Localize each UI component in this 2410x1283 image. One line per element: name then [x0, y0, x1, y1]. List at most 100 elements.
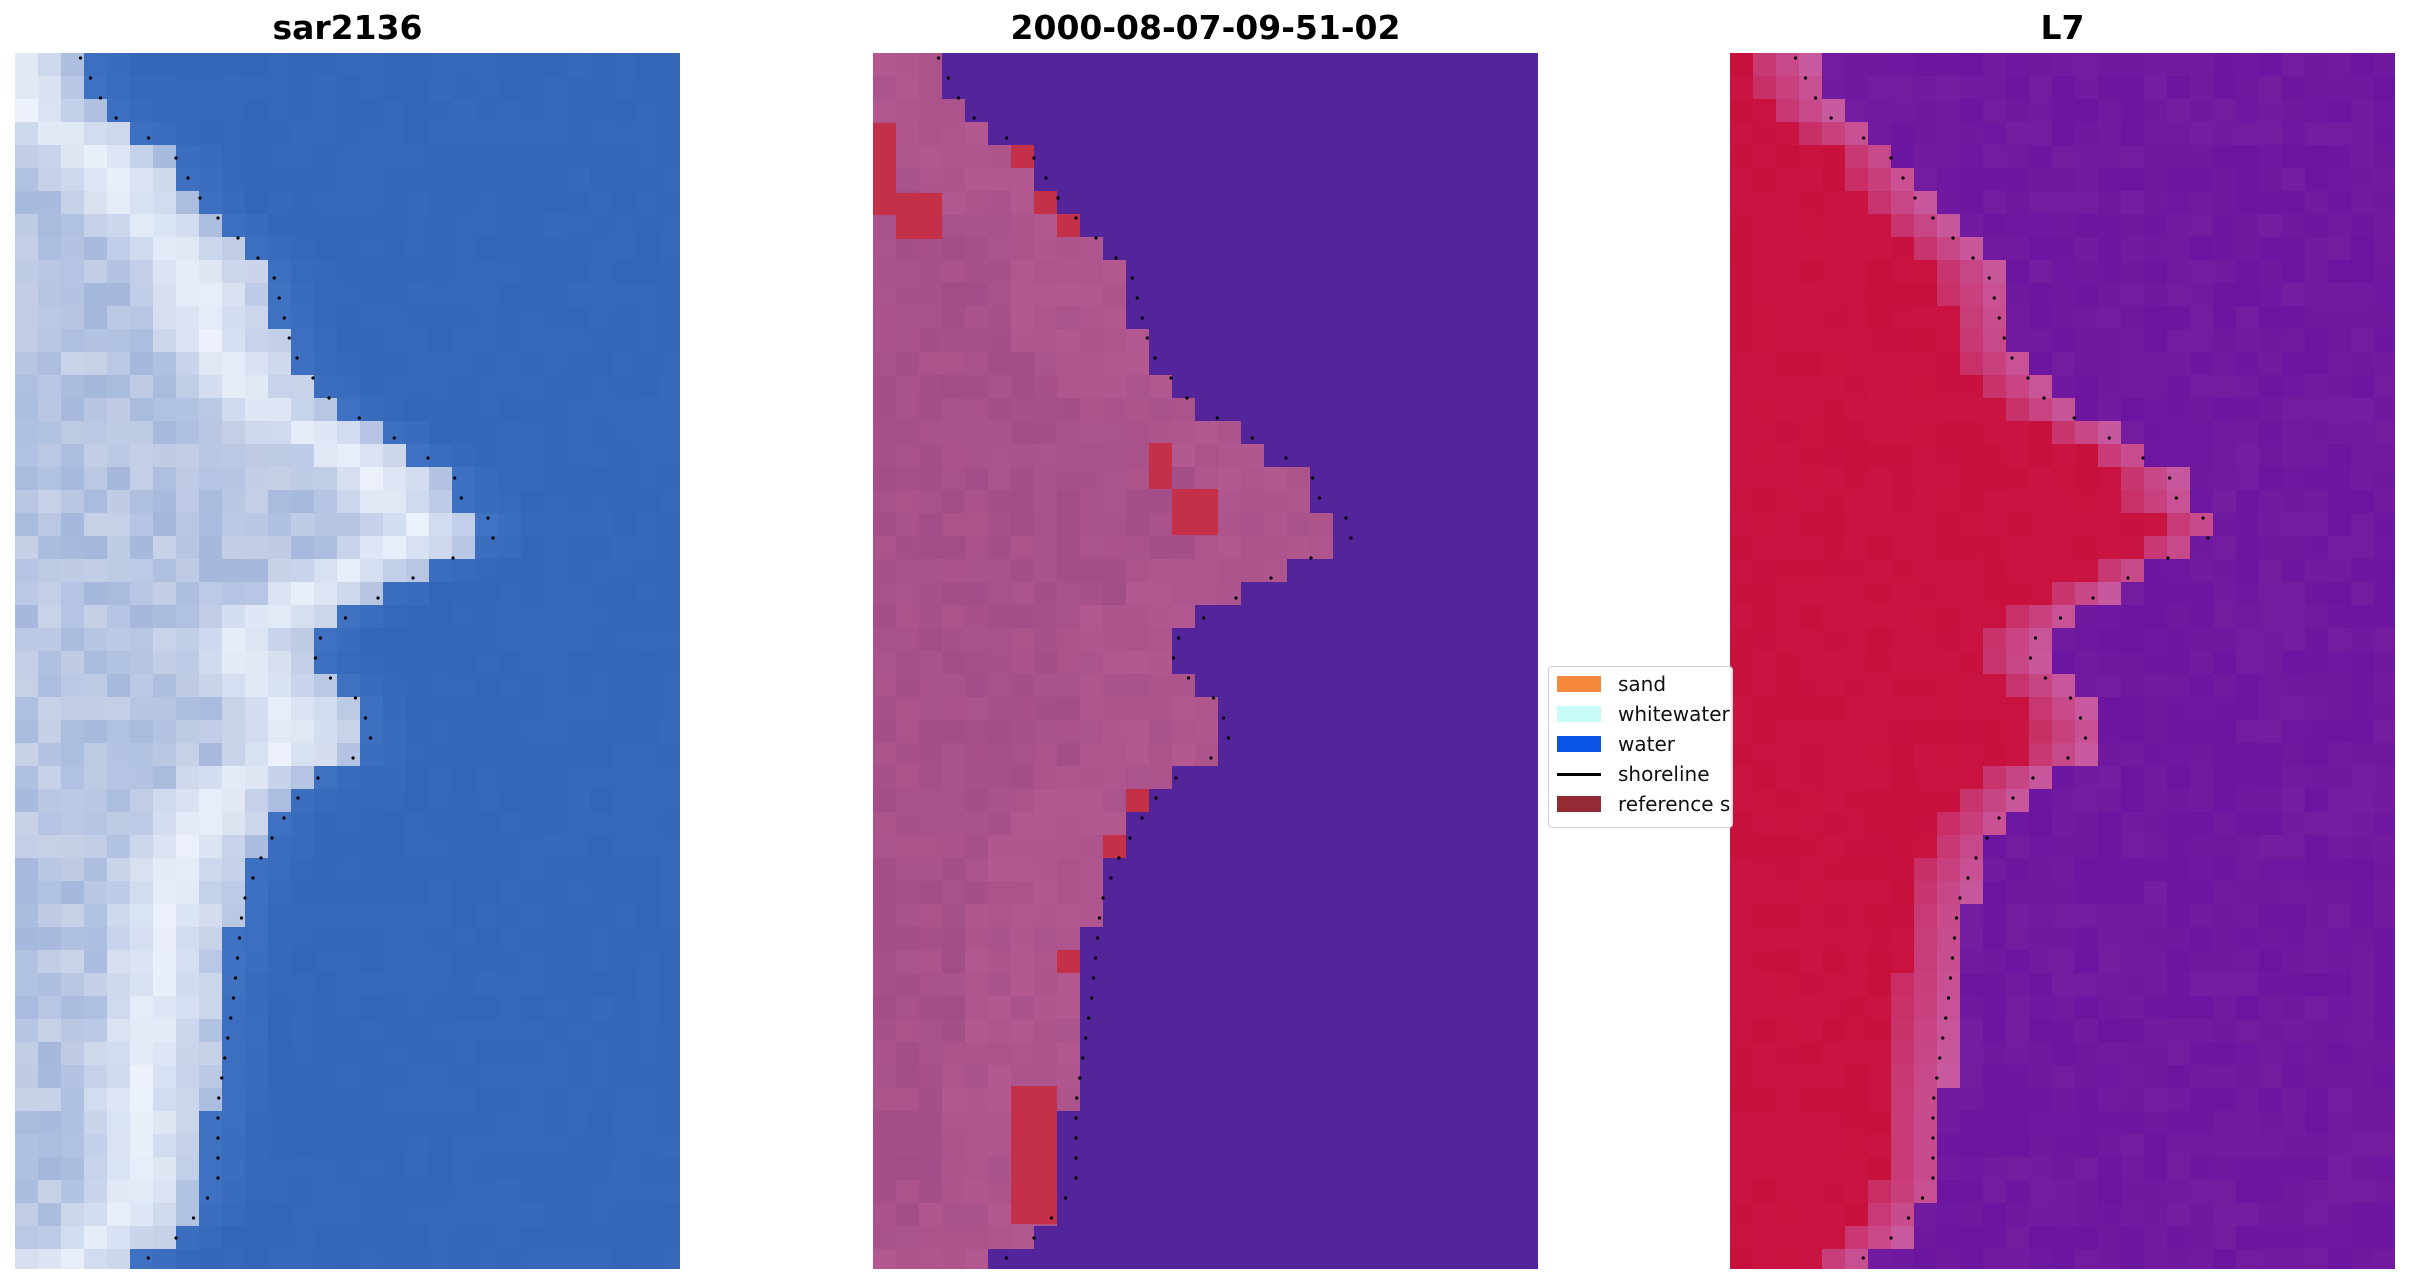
class-pixel [1080, 398, 1103, 421]
index-pixel [1753, 329, 1776, 352]
index-pixel [1730, 490, 1753, 513]
image-pixel [38, 950, 61, 973]
class-pixel [873, 582, 896, 605]
shoreline-point [1063, 1196, 1068, 1200]
index-pixel [1937, 812, 1960, 835]
image-pixel [383, 168, 406, 191]
index-pixel [2098, 1065, 2121, 1088]
class-pixel [1011, 53, 1034, 76]
image-pixel [291, 743, 314, 766]
image-pixel [406, 536, 429, 559]
image-pixel [153, 605, 176, 628]
image-pixel [84, 927, 107, 950]
class-pixel [1425, 53, 1448, 76]
image-pixel [61, 168, 84, 191]
image-pixel [498, 375, 521, 398]
index-pixel [2190, 605, 2213, 628]
image-pixel [475, 1111, 498, 1134]
class-pixel [965, 467, 988, 490]
class-pixel [1034, 720, 1057, 743]
index-pixel [1960, 99, 1983, 122]
class-pixel [919, 168, 942, 191]
index-pixel [2305, 536, 2328, 559]
shoreline-point [451, 556, 455, 560]
image-pixel [383, 536, 406, 559]
index-pixel [2374, 789, 2395, 812]
image-pixel [521, 950, 544, 973]
index-pixel [1983, 1088, 2006, 1111]
image-pixel [360, 973, 383, 996]
index-pixel [2029, 1134, 2052, 1157]
index-pixel [2098, 53, 2121, 76]
image-pixel [567, 375, 590, 398]
index-pixel [1983, 996, 2006, 1019]
index-pixel [1960, 651, 1983, 674]
index-pixel [2328, 53, 2351, 76]
image-pixel [245, 628, 268, 651]
image-pixel [613, 1111, 636, 1134]
image-pixel [84, 122, 107, 145]
class-pixel [1264, 1226, 1287, 1249]
class-pixel [1402, 881, 1425, 904]
class-pixel [873, 559, 896, 582]
index-pixel [2351, 398, 2374, 421]
image-pixel [544, 444, 567, 467]
image-pixel [38, 421, 61, 444]
image-pixel [360, 1226, 383, 1249]
image-pixel [567, 352, 590, 375]
image-pixel [84, 1203, 107, 1226]
shoreline-point [216, 1176, 220, 1180]
index-pixel [2121, 329, 2144, 352]
index-pixel [2029, 145, 2052, 168]
index-pixel [1960, 582, 1983, 605]
shoreline-point [357, 416, 361, 420]
image-pixel [61, 582, 84, 605]
index-pixel [1730, 1111, 1753, 1134]
image-pixel [130, 260, 153, 283]
index-pixel [1845, 605, 1868, 628]
index-pixel [2236, 352, 2259, 375]
shoreline-point [1987, 276, 1991, 280]
class-pixel [1218, 191, 1241, 214]
image-pixel [659, 720, 680, 743]
index-pixel [1891, 582, 1914, 605]
index-pixel [1937, 1180, 1960, 1203]
index-pixel [1753, 260, 1776, 283]
index-pixel [2305, 743, 2328, 766]
image-pixel [498, 1134, 521, 1157]
class-pixel [1126, 122, 1149, 145]
class-pixel [1425, 1157, 1448, 1180]
image-pixel [15, 536, 38, 559]
class-pixel [1333, 1249, 1356, 1269]
class-pixel [1471, 881, 1494, 904]
image-pixel [475, 76, 498, 99]
class-pixel [1218, 260, 1241, 283]
index-pixel [2006, 927, 2029, 950]
image-pixel [406, 1203, 429, 1226]
class-pixel [873, 375, 896, 398]
class-pixel [1011, 950, 1034, 973]
image-pixel [636, 237, 659, 260]
index-pixel [2121, 1134, 2144, 1157]
image-pixel [383, 467, 406, 490]
class-pixel [1379, 191, 1402, 214]
image-pixel [153, 789, 176, 812]
class-pixel [1310, 789, 1333, 812]
image-pixel [38, 1111, 61, 1134]
image-pixel [360, 122, 383, 145]
index-pixel [2029, 76, 2052, 99]
index-pixel [2006, 1249, 2029, 1269]
image-pixel [268, 283, 291, 306]
index-pixel [1960, 858, 1983, 881]
index-pixel [1960, 904, 1983, 927]
class-pixel [942, 1134, 965, 1157]
image-pixel [337, 122, 360, 145]
image-pixel [498, 1065, 521, 1088]
shoreline-point [146, 1256, 150, 1260]
class-pixel [1057, 1088, 1080, 1111]
class-pixel [1333, 812, 1356, 835]
image-pixel [61, 559, 84, 582]
index-pixel [1914, 720, 1937, 743]
class-pixel [1195, 352, 1218, 375]
class-pixel [1057, 973, 1080, 996]
